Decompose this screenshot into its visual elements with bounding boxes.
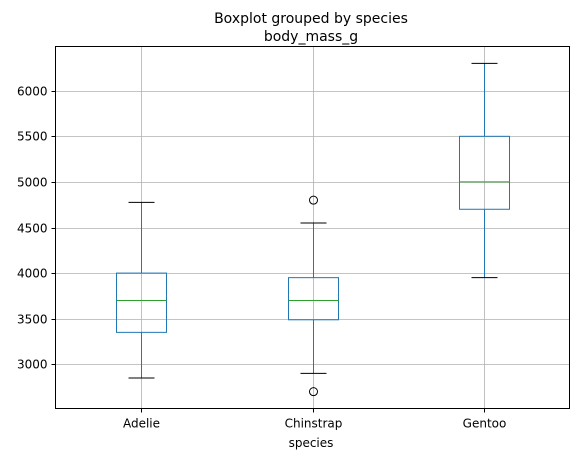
- chart-title: body_mass_g: [264, 29, 358, 45]
- box-group-chinstrap: [288, 195, 339, 397]
- iqr-box: [116, 272, 167, 333]
- y-tick-label: 4000: [17, 267, 48, 281]
- grid-lines: [55, 46, 570, 409]
- chart-suptitle: Boxplot grouped by species: [214, 11, 408, 27]
- y-tick-label: 3000: [17, 358, 48, 372]
- iqr-box: [459, 135, 510, 210]
- y-tick-label: 4500: [17, 222, 48, 236]
- y-tick-label: 6000: [17, 85, 48, 99]
- iqr-box: [288, 277, 339, 321]
- x-tick-label: Adelie: [123, 417, 160, 431]
- y-axis: 3000 3500 4000 4500 5000 5500 6000: [17, 85, 56, 372]
- boxes-layer: [116, 62, 510, 397]
- outlier-point: [309, 195, 318, 205]
- x-axis-label: species: [289, 436, 334, 450]
- y-tick-label: 3500: [17, 313, 48, 327]
- box-group-adelie: [116, 201, 167, 379]
- x-axis: Adelie Chinstrap Gentoo: [123, 408, 507, 431]
- x-tick-label: Gentoo: [463, 417, 507, 431]
- y-tick-label: 5500: [17, 130, 48, 144]
- box-group-gentoo: [459, 62, 510, 279]
- plot-frame: [55, 46, 570, 409]
- outlier-point: [309, 387, 318, 397]
- y-tick-label: 5000: [17, 176, 48, 190]
- x-tick-label: Chinstrap: [285, 417, 343, 431]
